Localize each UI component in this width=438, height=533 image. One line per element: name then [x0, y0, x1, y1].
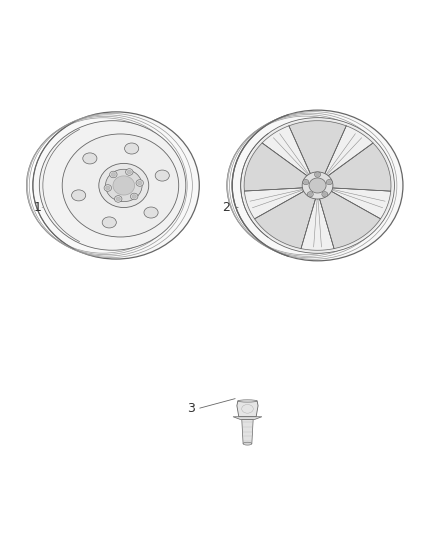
Ellipse shape: [314, 172, 321, 177]
Polygon shape: [233, 417, 262, 419]
Ellipse shape: [308, 193, 312, 196]
Text: 3: 3: [187, 402, 194, 415]
Ellipse shape: [136, 180, 144, 187]
Ellipse shape: [124, 143, 139, 154]
Ellipse shape: [309, 178, 326, 193]
Polygon shape: [242, 419, 253, 443]
Polygon shape: [319, 191, 381, 248]
Ellipse shape: [132, 195, 136, 198]
Text: 1: 1: [33, 201, 41, 214]
Ellipse shape: [102, 217, 117, 228]
Ellipse shape: [71, 190, 86, 201]
Ellipse shape: [155, 170, 170, 181]
Polygon shape: [254, 191, 316, 248]
Ellipse shape: [322, 192, 328, 197]
Ellipse shape: [33, 112, 199, 259]
Ellipse shape: [99, 164, 149, 207]
Polygon shape: [330, 188, 391, 219]
Ellipse shape: [307, 192, 313, 197]
Ellipse shape: [127, 170, 131, 174]
Polygon shape: [244, 188, 305, 219]
Ellipse shape: [138, 181, 142, 185]
Ellipse shape: [106, 169, 142, 201]
Ellipse shape: [302, 172, 333, 199]
Ellipse shape: [326, 180, 332, 185]
Ellipse shape: [323, 193, 327, 196]
Ellipse shape: [106, 186, 110, 190]
Ellipse shape: [243, 442, 252, 445]
Ellipse shape: [304, 181, 307, 183]
Ellipse shape: [242, 119, 393, 252]
Ellipse shape: [238, 400, 257, 402]
Ellipse shape: [240, 118, 395, 253]
Polygon shape: [301, 197, 334, 251]
Ellipse shape: [144, 207, 158, 218]
Polygon shape: [244, 143, 308, 191]
Ellipse shape: [39, 120, 186, 250]
Ellipse shape: [62, 134, 179, 237]
Ellipse shape: [110, 171, 117, 178]
Polygon shape: [324, 126, 373, 176]
Polygon shape: [289, 120, 346, 175]
Ellipse shape: [83, 153, 97, 164]
Polygon shape: [237, 401, 258, 417]
Text: 2: 2: [222, 201, 230, 214]
Polygon shape: [262, 126, 311, 176]
Ellipse shape: [113, 176, 134, 195]
Ellipse shape: [303, 180, 309, 185]
Ellipse shape: [104, 184, 112, 191]
Ellipse shape: [316, 173, 319, 176]
Ellipse shape: [116, 197, 120, 201]
Ellipse shape: [111, 173, 115, 176]
Ellipse shape: [328, 181, 331, 183]
Polygon shape: [327, 143, 391, 191]
Ellipse shape: [131, 193, 138, 200]
Ellipse shape: [126, 168, 133, 175]
Ellipse shape: [232, 110, 403, 261]
Ellipse shape: [114, 196, 122, 202]
